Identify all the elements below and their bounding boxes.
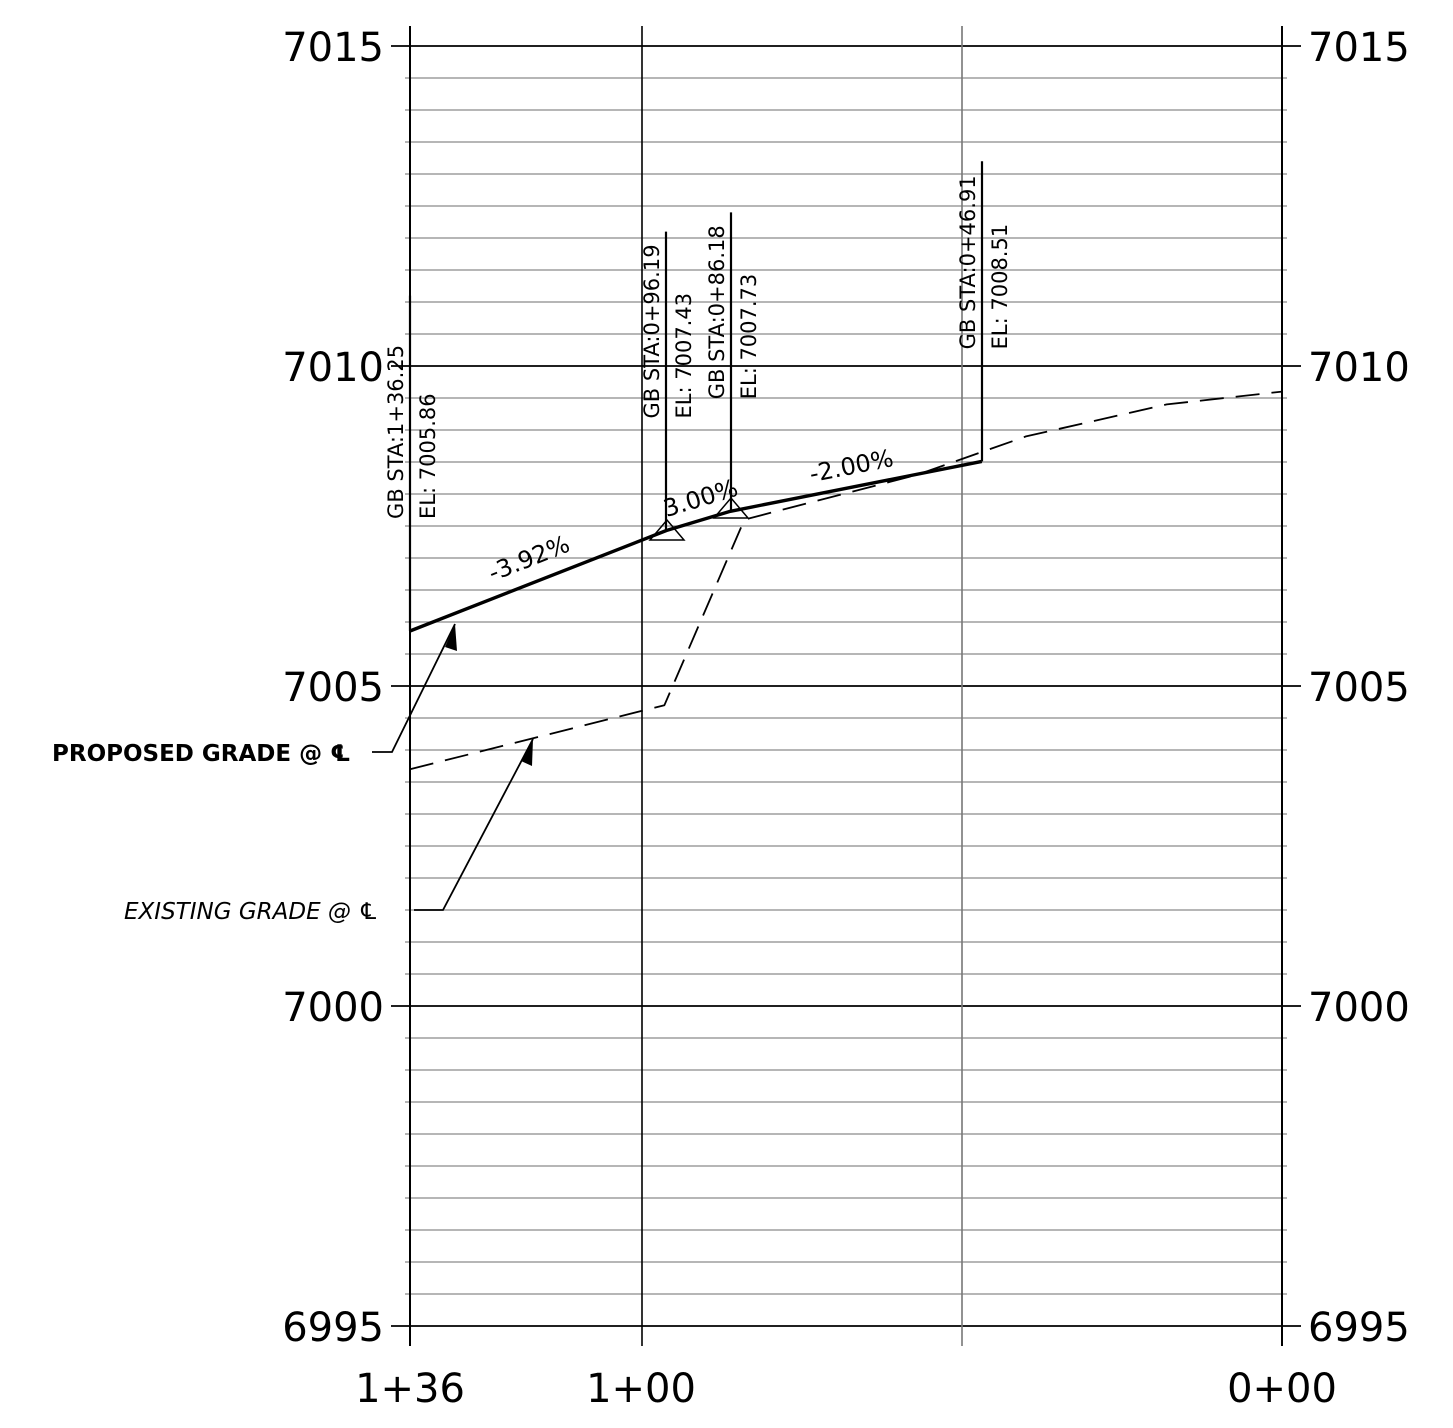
grade-percent-labels: -3.92% 3.00% -2.00%: [484, 444, 895, 587]
x-tick-label: 0+00: [1227, 1366, 1337, 1412]
centerline-symbol: ℄: [330, 741, 351, 767]
y-tick-label-left: 7015: [282, 25, 384, 71]
x-tick-label: 1+00: [586, 1366, 696, 1412]
grade-break-callouts: GB STA:1+36.25 EL: 7005.86 GB STA:0+96.19 E…: [384, 161, 1012, 631]
grade-break-triangle: [648, 518, 686, 541]
proposed-grade-leader: [372, 623, 456, 753]
centerline-symbol: ℄: [358, 899, 379, 925]
leader-arrowhead: [445, 624, 457, 651]
legend-callouts: PROPOSED GRADE @ ℄ EXISTING GRADE @ ℄: [52, 623, 534, 925]
proposed-grade-line: [409, 459, 983, 633]
legend-proposed-text: PROPOSED GRADE @: [52, 741, 330, 767]
legend-existing-grade: EXISTING GRADE @ ℄: [124, 899, 379, 925]
existing-grade-leader: [414, 738, 534, 911]
grade-break-elevation-label: EL: 7007.43: [672, 293, 696, 419]
y-tick-label-right: 7010: [1308, 345, 1410, 391]
grade-break-elevation-label: EL: 7005.86: [416, 393, 440, 519]
grade-break-triangle: [712, 496, 750, 519]
elevation-axis-labels: 7015 7010 7005 7000 6995 7015 7010 7005 …: [282, 25, 1410, 1351]
grade-break-station-label: GB STA:0+46.91: [956, 175, 980, 349]
grade-label: -3.92%: [484, 530, 573, 587]
y-tick-label-left: 6995: [282, 1305, 384, 1351]
y-tick-label-right: 7000: [1308, 985, 1410, 1031]
y-tick-label-right: 6995: [1308, 1305, 1410, 1351]
grade-label: 3.00%: [660, 474, 741, 523]
existing-grade-line: [409, 390, 1283, 771]
station-axis-labels: 1+36 1+00 0+00: [355, 1366, 1337, 1412]
y-tick-label-left: 7000: [282, 985, 384, 1031]
legend-existing-text: EXISTING GRADE @: [124, 899, 358, 925]
grade-break-station-label: GB STA:0+96.19: [640, 244, 664, 418]
y-tick-label-left: 7005: [282, 665, 384, 711]
y-tick-label-left: 7010: [282, 345, 384, 391]
leader-arrowhead: [521, 739, 533, 766]
legend-proposed-grade: PROPOSED GRADE @ ℄: [52, 741, 351, 767]
y-tick-label-right: 7005: [1308, 665, 1410, 711]
y-tick-label-right: 7015: [1308, 25, 1410, 71]
grade-break-station-label: GB STA:0+86.18: [705, 225, 729, 399]
x-tick-label: 1+36: [355, 1366, 465, 1412]
grade-break-elevation-label: EL: 7008.51: [988, 224, 1012, 350]
grade-break-station-label: GB STA:1+36.25: [384, 345, 408, 519]
grid: [391, 26, 1301, 1346]
grade-break-elevation-label: EL: 7007.73: [737, 274, 761, 400]
grade-lines: [409, 390, 1283, 771]
